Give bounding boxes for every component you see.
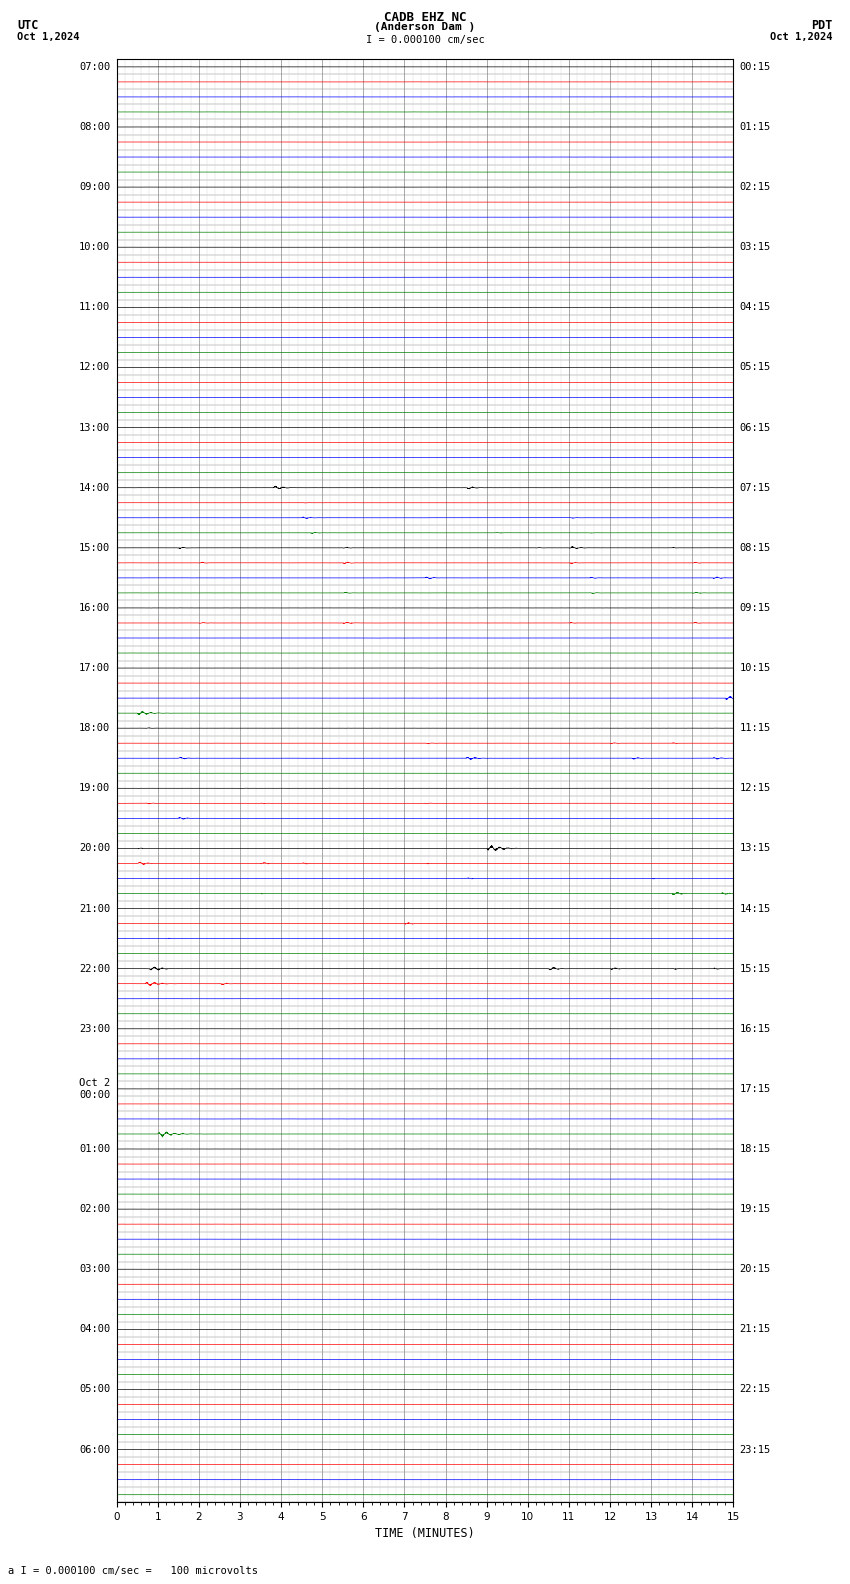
Text: 09:00: 09:00: [79, 182, 110, 192]
Text: 11:15: 11:15: [740, 724, 771, 733]
Text: 10:15: 10:15: [740, 664, 771, 673]
Text: 21:15: 21:15: [740, 1324, 771, 1334]
Text: 19:00: 19:00: [79, 784, 110, 794]
Text: 12:00: 12:00: [79, 363, 110, 372]
Text: UTC: UTC: [17, 19, 38, 32]
Text: 08:15: 08:15: [740, 543, 771, 553]
Text: 12:15: 12:15: [740, 784, 771, 794]
Text: 20:15: 20:15: [740, 1264, 771, 1274]
Text: Oct 1,2024: Oct 1,2024: [770, 32, 833, 41]
Text: 14:15: 14:15: [740, 903, 771, 914]
Text: 04:15: 04:15: [740, 303, 771, 312]
Text: 03:00: 03:00: [79, 1264, 110, 1274]
Text: 09:15: 09:15: [740, 604, 771, 613]
Text: 11:00: 11:00: [79, 303, 110, 312]
Text: 15:00: 15:00: [79, 543, 110, 553]
Text: 07:15: 07:15: [740, 483, 771, 493]
Text: Oct 1,2024: Oct 1,2024: [17, 32, 80, 41]
Text: 17:00: 17:00: [79, 664, 110, 673]
Text: 06:15: 06:15: [740, 423, 771, 432]
Text: 18:00: 18:00: [79, 724, 110, 733]
Text: 23:15: 23:15: [740, 1445, 771, 1454]
Text: 05:00: 05:00: [79, 1384, 110, 1394]
Text: 03:15: 03:15: [740, 242, 771, 252]
Text: 20:00: 20:00: [79, 843, 110, 854]
Text: 06:00: 06:00: [79, 1445, 110, 1454]
Text: 01:00: 01:00: [79, 1144, 110, 1155]
Text: 22:00: 22:00: [79, 963, 110, 974]
Text: 07:00: 07:00: [79, 62, 110, 71]
Text: 16:15: 16:15: [740, 1023, 771, 1034]
Text: 17:15: 17:15: [740, 1083, 771, 1095]
Text: 15:15: 15:15: [740, 963, 771, 974]
Text: (Anderson Dam ): (Anderson Dam ): [374, 22, 476, 32]
Text: 22:15: 22:15: [740, 1384, 771, 1394]
Text: I = 0.000100 cm/sec: I = 0.000100 cm/sec: [366, 35, 484, 44]
Text: a I = 0.000100 cm/sec =   100 microvolts: a I = 0.000100 cm/sec = 100 microvolts: [8, 1567, 258, 1576]
Text: 01:15: 01:15: [740, 122, 771, 131]
Text: 00:15: 00:15: [740, 62, 771, 71]
Text: PDT: PDT: [812, 19, 833, 32]
Text: 19:15: 19:15: [740, 1204, 771, 1213]
Text: 16:00: 16:00: [79, 604, 110, 613]
Text: CADB EHZ NC: CADB EHZ NC: [383, 11, 467, 24]
Text: 18:15: 18:15: [740, 1144, 771, 1155]
Text: 02:00: 02:00: [79, 1204, 110, 1213]
Text: 23:00: 23:00: [79, 1023, 110, 1034]
Text: Oct 2
00:00: Oct 2 00:00: [79, 1079, 110, 1099]
Text: 05:15: 05:15: [740, 363, 771, 372]
Text: 10:00: 10:00: [79, 242, 110, 252]
Text: 02:15: 02:15: [740, 182, 771, 192]
X-axis label: TIME (MINUTES): TIME (MINUTES): [375, 1527, 475, 1541]
Text: 21:00: 21:00: [79, 903, 110, 914]
Text: 08:00: 08:00: [79, 122, 110, 131]
Text: 13:15: 13:15: [740, 843, 771, 854]
Text: 04:00: 04:00: [79, 1324, 110, 1334]
Text: 13:00: 13:00: [79, 423, 110, 432]
Text: 14:00: 14:00: [79, 483, 110, 493]
